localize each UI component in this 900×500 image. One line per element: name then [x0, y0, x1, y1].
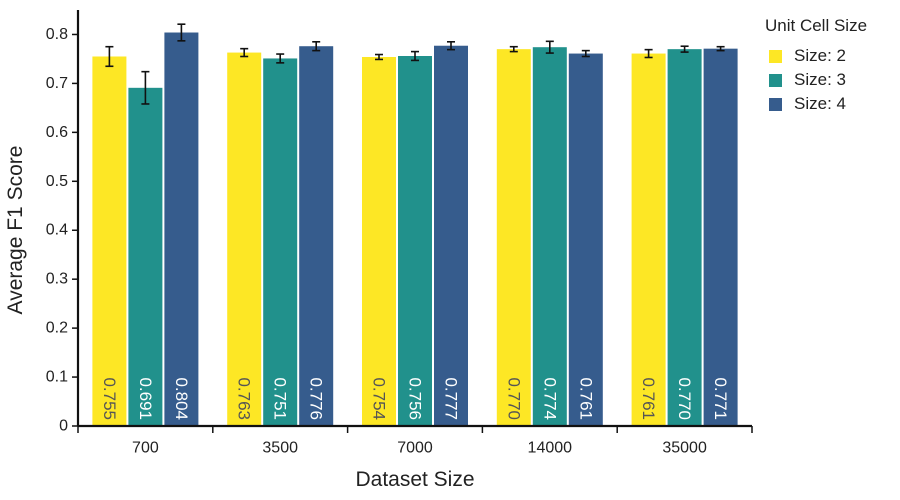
bar-value-label: 0.776 [307, 377, 326, 420]
legend-item-size-3: Size: 3 [769, 68, 867, 92]
bar-value-label: 0.761 [576, 377, 595, 420]
bar [532, 47, 567, 427]
legend-swatch [769, 49, 782, 63]
x-tick-label: 700 [132, 440, 159, 457]
bar-value-label: 0.756 [406, 377, 425, 420]
legend-item-size-4: Size: 4 [769, 92, 867, 116]
legend-swatch [769, 73, 782, 87]
bar [263, 58, 298, 427]
bar-value-label: 0.754 [370, 377, 389, 420]
error-bars-group [105, 23, 725, 105]
bar [128, 87, 163, 426]
y-tick-label: 0.8 [46, 26, 68, 43]
bar [667, 49, 702, 426]
y-axis: 0 0.1 0.2 0.3 0.4 0.5 0.6 0.7 0.8 [46, 10, 80, 435]
bar [703, 48, 738, 427]
bars-group [92, 32, 738, 427]
bar-value-label: 0.751 [271, 377, 290, 420]
y-tick-label: 0.2 [46, 320, 68, 337]
bar [631, 53, 666, 426]
bar-value-label: 0.763 [235, 377, 254, 420]
y-tick-label: 0.3 [46, 271, 68, 288]
x-tick-label: 7000 [397, 440, 433, 457]
bar [164, 32, 199, 426]
legend-item-size-2: Size: 2 [769, 44, 867, 68]
bar-value-label: 0.770 [504, 377, 523, 420]
bar-value-label: 0.774 [540, 377, 559, 420]
bar-value-label: 0.777 [442, 377, 461, 420]
bar-value-label: 0.761 [639, 377, 658, 420]
bar [398, 56, 432, 427]
y-axis-title: Average F1 Score [4, 146, 27, 315]
bar [362, 56, 396, 427]
bar-value-label: 0.755 [100, 377, 119, 420]
y-tick-label: 0.1 [46, 369, 68, 386]
legend-label: Size: 2 [794, 46, 846, 65]
x-tick-label: 3500 [262, 440, 298, 457]
legend-label: Size: 3 [794, 70, 846, 89]
legend-label: Size: 4 [794, 94, 846, 113]
bar-value-label: 0.770 [675, 377, 694, 420]
x-axis-title: Dataset Size [355, 468, 474, 491]
legend: Unit Cell Size Size: 2 Size: 3 Size: 4 [765, 16, 867, 116]
bar [92, 56, 127, 427]
bar-value-label: 0.804 [172, 377, 191, 420]
bar [227, 52, 262, 426]
y-tick-label: 0.4 [46, 222, 68, 239]
bar [434, 45, 468, 427]
y-tick-label: 0.7 [46, 75, 68, 92]
bar [568, 53, 603, 426]
bar-value-labels: 0.755 0.763 0.754 0.770 0.761 0.691 0.751 0.756… [100, 377, 730, 420]
legend-title: Unit Cell Size [765, 16, 868, 35]
y-tick-label: 0.6 [46, 124, 68, 141]
x-tick-label: 35000 [662, 440, 707, 457]
bar-value-label: 0.771 [711, 377, 730, 420]
x-tick-label: 14000 [528, 440, 573, 457]
legend-swatch [769, 97, 782, 111]
y-tick-label: 0.5 [46, 173, 68, 190]
bar [496, 49, 531, 426]
bar-value-label: 0.691 [136, 377, 155, 420]
x-axis: 700 3500 7000 14000 35000 [77, 424, 753, 457]
bar [299, 46, 334, 427]
y-tick-label: 0 [59, 418, 68, 435]
